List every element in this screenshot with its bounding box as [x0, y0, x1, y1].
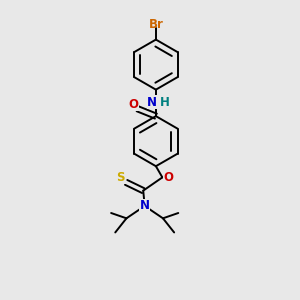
Text: N: N [140, 200, 150, 212]
Text: O: O [164, 171, 174, 184]
Text: N: N [147, 95, 158, 109]
Text: H: H [160, 95, 170, 109]
Text: S: S [117, 171, 125, 184]
Text: Br: Br [148, 18, 163, 31]
Text: O: O [128, 98, 138, 111]
